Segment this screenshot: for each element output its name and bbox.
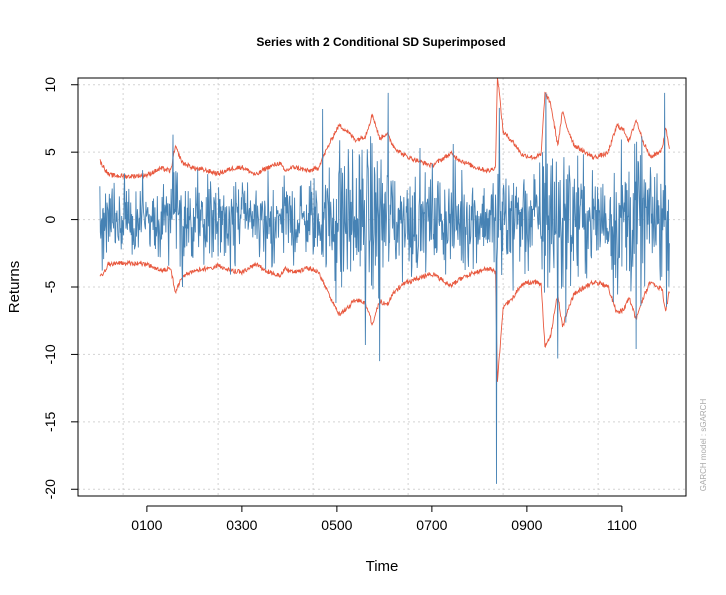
axes: 10 5 0 -5 -10 -15 -20 0100 0300 0500 0700 0900 1100	[42, 77, 637, 533]
x-tick-label: 0300	[226, 517, 257, 533]
sd-bands	[99, 77, 670, 382]
chart-title: Series with 2 Conditional SD Superimpose…	[256, 35, 505, 49]
y-tick-label: 10	[42, 77, 58, 93]
x-tick-label: 0100	[131, 517, 162, 533]
y-tick-label: -10	[42, 344, 58, 364]
x-tick-label: 0700	[416, 517, 447, 533]
y-tick-label: -20	[42, 479, 58, 499]
upper-sd-line	[99, 77, 670, 180]
y-tick-label: -5	[42, 281, 58, 294]
returns-line	[99, 92, 670, 484]
lower-sd-line	[99, 259, 670, 382]
returns-series	[99, 92, 670, 484]
y-tick-label: -15	[42, 412, 58, 432]
model-note: GARCH model : sGARCH	[699, 399, 708, 492]
y-tick-label: 0	[42, 215, 58, 223]
x-tick-label: 0500	[321, 517, 352, 533]
x-tick-label: 0900	[511, 517, 542, 533]
y-tick-label: 5	[42, 148, 58, 156]
y-axis-title: Returns	[6, 261, 23, 314]
x-axis-title: Time	[366, 558, 399, 575]
x-tick-label: 1100	[607, 517, 637, 533]
